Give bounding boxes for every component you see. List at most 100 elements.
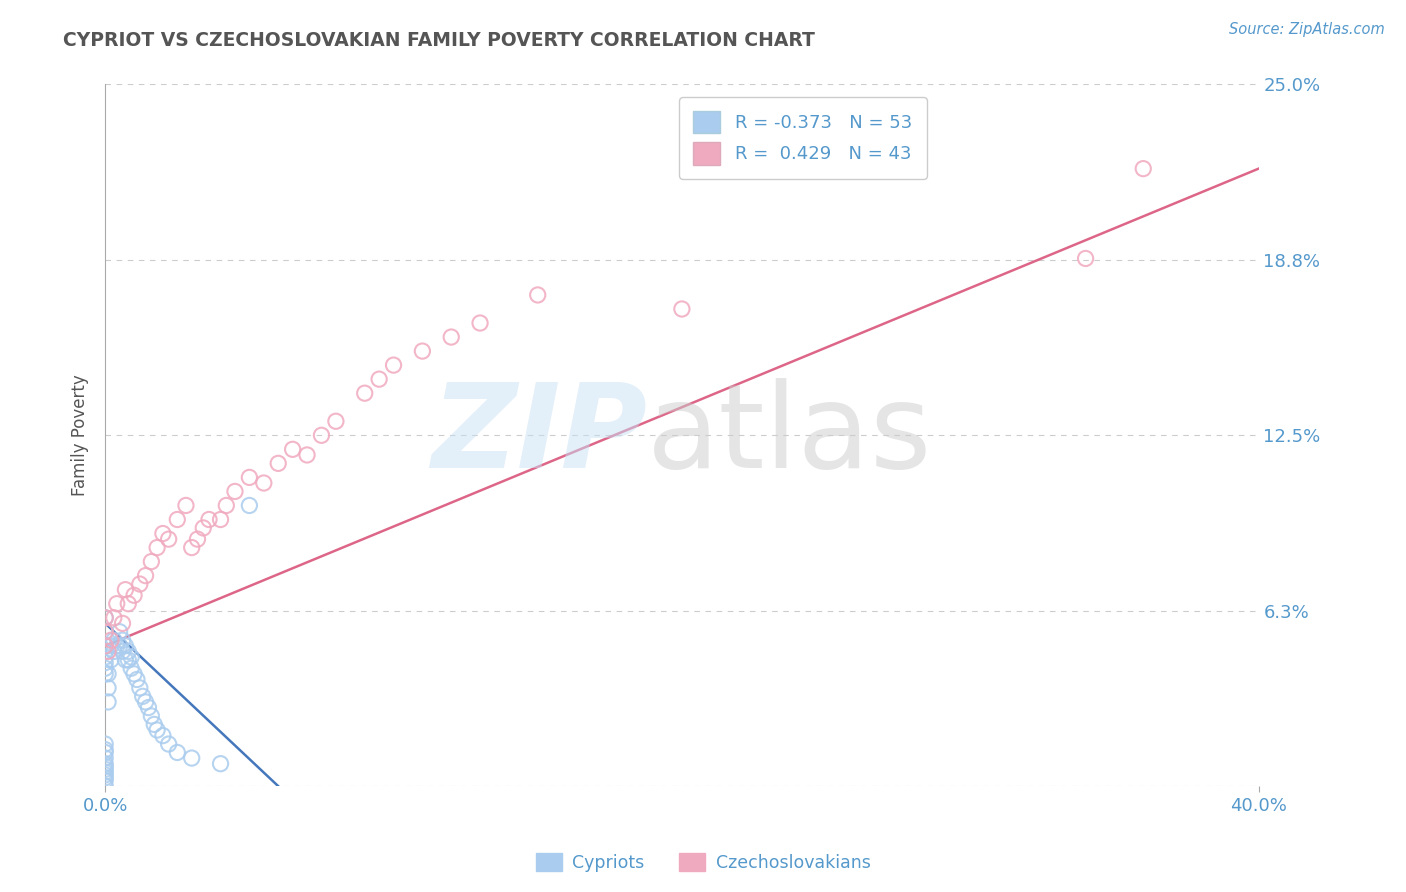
Point [94, 666, 117, 681]
Point [94, 639, 117, 653]
Point [111, 633, 134, 648]
Text: ZIP: ZIP [432, 378, 647, 492]
Point [382, 358, 405, 372]
Point [94, 611, 117, 625]
Text: Source: ZipAtlas.com: Source: ZipAtlas.com [1229, 22, 1385, 37]
Point [267, 456, 290, 470]
Point [325, 414, 347, 428]
Point [368, 372, 391, 386]
Point [253, 475, 276, 490]
Point [108, 639, 131, 653]
Point [152, 526, 174, 541]
Point [180, 541, 202, 555]
Point [94, 773, 117, 788]
Point [117, 644, 139, 658]
Point [1132, 161, 1154, 176]
Point [209, 512, 232, 526]
Point [97, 644, 120, 658]
Point [114, 653, 136, 667]
Point [94, 656, 117, 670]
Point [157, 737, 180, 751]
Point [143, 717, 166, 731]
Point [111, 616, 134, 631]
Point [97, 695, 120, 709]
Text: CYPRIOT VS CZECHOSLOVAKIAN FAMILY POVERTY CORRELATION CHART: CYPRIOT VS CZECHOSLOVAKIAN FAMILY POVERT… [63, 31, 815, 50]
Point [103, 633, 125, 648]
Point [1074, 252, 1097, 266]
Point [198, 512, 221, 526]
Point [125, 673, 148, 687]
Point [209, 756, 232, 771]
Point [295, 448, 318, 462]
Point [135, 695, 157, 709]
Point [166, 512, 188, 526]
Point [94, 779, 117, 793]
Point [440, 330, 463, 344]
Point [120, 650, 142, 665]
Point [94, 768, 117, 782]
Point [94, 624, 117, 639]
Point [671, 301, 693, 316]
Point [94, 751, 117, 765]
Point [94, 742, 117, 756]
Point [94, 644, 117, 658]
Point [131, 690, 153, 704]
Point [166, 746, 188, 760]
Point [526, 288, 548, 302]
Point [117, 653, 139, 667]
Point [468, 316, 491, 330]
Point [94, 624, 117, 639]
Point [122, 666, 145, 681]
Point [94, 765, 117, 780]
Point [120, 661, 142, 675]
Point [152, 729, 174, 743]
Point [215, 499, 238, 513]
Point [105, 597, 128, 611]
Point [238, 470, 260, 484]
Point [94, 756, 117, 771]
Point [146, 723, 169, 737]
Point [146, 541, 169, 555]
Point [193, 521, 215, 535]
Point [117, 597, 139, 611]
Point [114, 639, 136, 653]
Point [128, 577, 150, 591]
Point [224, 484, 246, 499]
Legend: Cypriots, Czechoslovakians: Cypriots, Czechoslovakians [529, 847, 877, 879]
Point [94, 759, 117, 773]
Point [97, 681, 120, 695]
Point [100, 639, 122, 653]
Point [180, 751, 202, 765]
Point [311, 428, 333, 442]
Point [186, 532, 208, 546]
Point [97, 666, 120, 681]
Point [174, 499, 197, 513]
Point [128, 681, 150, 695]
Point [111, 644, 134, 658]
Point [100, 633, 122, 648]
Point [100, 653, 122, 667]
Point [94, 737, 117, 751]
Point [157, 532, 180, 546]
Point [114, 582, 136, 597]
Legend: R = -0.373   N = 53, R =  0.429   N = 43: R = -0.373 N = 53, R = 0.429 N = 43 [679, 97, 927, 179]
Point [94, 771, 117, 785]
Point [353, 386, 375, 401]
Point [138, 700, 160, 714]
Point [94, 762, 117, 776]
Point [94, 639, 117, 653]
Point [122, 588, 145, 602]
Point [103, 644, 125, 658]
Point [281, 442, 304, 457]
Point [135, 568, 157, 582]
Point [411, 344, 433, 359]
Point [103, 611, 125, 625]
Text: atlas: atlas [647, 378, 932, 492]
Point [238, 499, 260, 513]
Point [94, 746, 117, 760]
Point [105, 639, 128, 653]
Point [94, 611, 117, 625]
Point [94, 661, 117, 675]
Point [141, 555, 163, 569]
Point [141, 709, 163, 723]
